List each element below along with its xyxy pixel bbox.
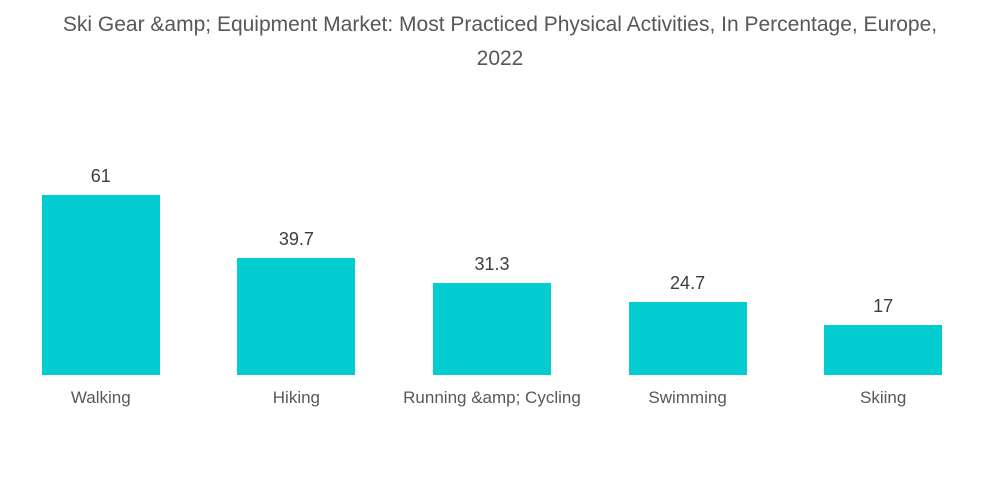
bars-row: 61 Walking 39.7 Hiking 31.3 Running &amp; Cyc… xyxy=(3,88,981,408)
bar-value-label: 31.3 xyxy=(474,253,510,274)
bar-value-label: 39.7 xyxy=(278,228,314,249)
bar-value-label: 17 xyxy=(873,295,894,316)
bar-column: 39.7 Hiking xyxy=(199,88,395,408)
bar-column: 61 Walking xyxy=(3,88,199,408)
bar-1[interactable] xyxy=(237,257,356,375)
bar-value-label: 24.7 xyxy=(670,273,706,294)
bar-column: 24.7 Swimming xyxy=(590,88,786,408)
category-label: Walking xyxy=(70,388,131,407)
bar-value-label: 61 xyxy=(90,166,111,187)
chart-title-line2: 2022 xyxy=(476,47,524,70)
bar-column: 17 Skiing xyxy=(785,88,981,408)
category-label: Running &amp; Cycling xyxy=(403,388,581,407)
bar-2[interactable] xyxy=(432,282,551,375)
bar-0[interactable] xyxy=(41,195,160,375)
bar-4[interactable] xyxy=(824,324,943,375)
category-label: Hiking xyxy=(272,388,321,407)
category-label: Skiing xyxy=(860,388,907,407)
chart-title-line1: Ski Gear &amp; Equipment Market: Most Pr… xyxy=(62,13,938,36)
bar-column: 31.3 Running &amp; Cycling xyxy=(394,88,590,408)
bar-3[interactable] xyxy=(628,302,747,375)
chart-title: Ski Gear &amp; Equipment Market: Most Pr… xyxy=(0,8,1000,76)
category-label: Swimming xyxy=(648,388,727,407)
